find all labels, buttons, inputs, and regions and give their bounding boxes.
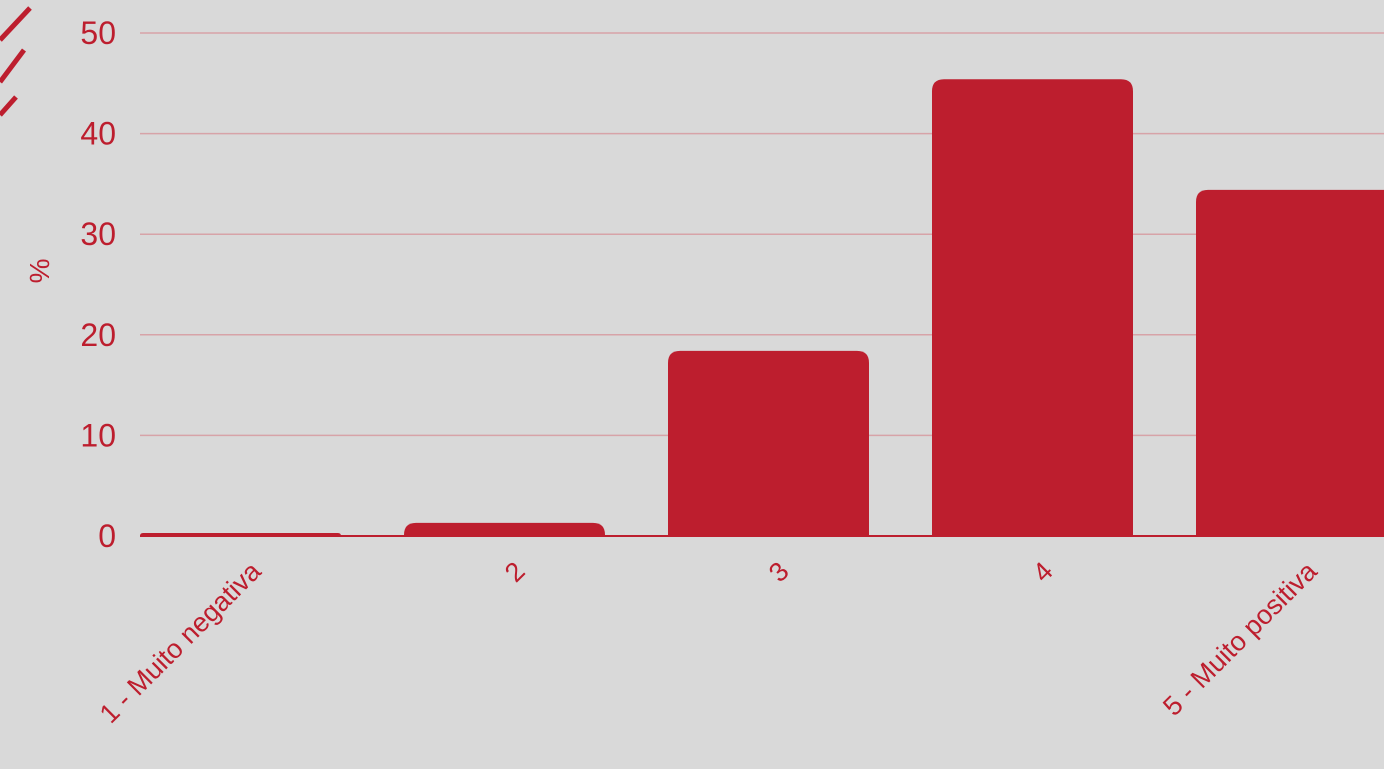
decoration-stripe xyxy=(0,95,18,117)
y-tick-label: 0 xyxy=(98,518,116,554)
y-tick-label: 10 xyxy=(80,417,116,453)
y-axis-ticks: 0 10 20 30 40 50 xyxy=(80,15,116,554)
bar xyxy=(140,532,341,536)
y-tick-label: 30 xyxy=(80,216,116,252)
x-category-label: 4 xyxy=(1027,556,1059,588)
y-axis-title: % xyxy=(24,259,55,284)
x-category-label: 3 xyxy=(763,556,795,588)
x-axis-labels: 1 - Muito negativa 2 3 4 5 - Muito positiva xyxy=(94,555,1324,729)
bars xyxy=(140,79,1384,536)
y-tick-label: 40 xyxy=(80,116,116,152)
y-tick-label: 20 xyxy=(80,317,116,353)
x-category-label: 2 xyxy=(499,556,531,588)
bar xyxy=(404,522,605,536)
x-category-label: 5 - Muito positiva xyxy=(1157,555,1323,721)
decoration-stripe xyxy=(0,48,26,84)
decoration-stripe xyxy=(0,6,32,42)
bar xyxy=(1196,189,1384,536)
y-tick-label: 50 xyxy=(80,15,116,51)
x-category-label: 1 - Muito negativa xyxy=(94,555,268,729)
bar xyxy=(668,350,869,536)
diagonal-stripes-decoration xyxy=(0,6,32,117)
bar xyxy=(932,79,1133,536)
